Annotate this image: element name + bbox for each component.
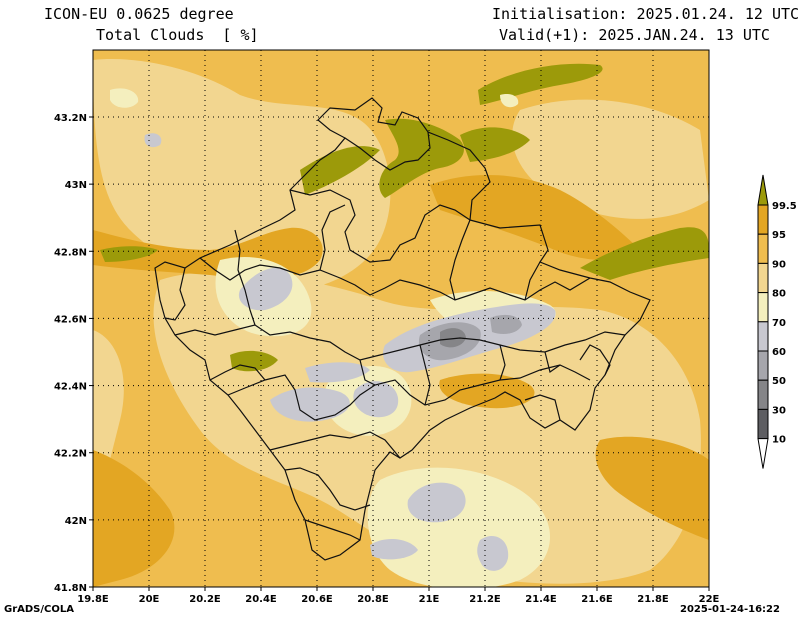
timestamp-label: 2025-01-24-16:22 xyxy=(680,604,780,615)
lat-tick-label: 43.2N xyxy=(54,113,87,124)
lat-tick-label: 42.4N xyxy=(54,382,87,393)
lon-tick-label: 20.2E xyxy=(189,594,221,605)
legend-swatch xyxy=(757,408,769,440)
legend-label: 90 xyxy=(772,259,786,270)
lat-tick-label: 42.6N xyxy=(54,314,87,325)
legend-label: 50 xyxy=(772,376,786,387)
legend-label: 30 xyxy=(772,405,786,416)
legend-swatch xyxy=(757,292,769,323)
legend-swatch xyxy=(757,204,769,235)
model-title: ICON-EU 0.0625 degree xyxy=(44,5,234,23)
legend-swatch xyxy=(757,262,769,294)
legend-label: 70 xyxy=(772,318,786,329)
color-bar-legend: 99.5 95 90 80 70 60 50 30 10 xyxy=(757,174,797,469)
lon-tick-label: 22E xyxy=(699,594,720,605)
lat-tick-labels: 41.8N 42N 42.2N 42.4N 42.6N 42.8N 43N 43.2N xyxy=(54,113,93,594)
valid-time: Valid(+1): 2025.JAN.24. 13 UTC xyxy=(499,26,770,44)
credit-label: GrADS/COLA xyxy=(4,604,74,615)
lon-tick-label: 21.8E xyxy=(637,594,669,605)
lat-tick-label: 42.8N xyxy=(54,247,87,258)
field-title: Total Clouds [ %] xyxy=(96,26,259,44)
legend-swatch xyxy=(757,438,769,469)
lon-tick-label: 21E xyxy=(419,594,440,605)
lon-tick-label: 21.4E xyxy=(525,594,557,605)
legend-swatch xyxy=(757,379,769,410)
lon-tick-labels: 19.8E 20E 20.2E 20.4E 20.6E 20.8E 21E 21.2E 21.4… xyxy=(77,587,720,605)
lat-tick-label: 42N xyxy=(65,516,87,527)
lat-tick-label: 43N xyxy=(65,180,87,191)
lon-tick-label: 21.6E xyxy=(581,594,613,605)
lat-tick-label: 41.8N xyxy=(54,583,87,594)
legend-swatch xyxy=(757,233,769,264)
legend-label: 95 xyxy=(772,230,786,241)
lon-tick-label: 20.6E xyxy=(301,594,333,605)
legend-label: 10 xyxy=(772,435,786,446)
admin-boundaries xyxy=(154,97,651,561)
legend-label: 99.5 xyxy=(772,201,797,212)
lon-tick-label: 20E xyxy=(139,594,160,605)
legend-swatch xyxy=(757,321,769,352)
lat-tick-label: 42.2N xyxy=(54,449,87,460)
legend-label: 80 xyxy=(772,289,786,300)
lon-tick-label: 20.8E xyxy=(357,594,389,605)
lon-tick-label: 21.2E xyxy=(469,594,501,605)
lon-tick-label: 19.8E xyxy=(77,594,109,605)
lon-tick-label: 20.4E xyxy=(245,594,277,605)
legend-swatch xyxy=(757,174,769,206)
legend-swatch xyxy=(757,350,769,381)
legend-label: 60 xyxy=(772,347,786,358)
init-time: Initialisation: 2025.01.24. 12 UTC xyxy=(492,5,800,23)
cloud-cover-field xyxy=(93,50,709,587)
